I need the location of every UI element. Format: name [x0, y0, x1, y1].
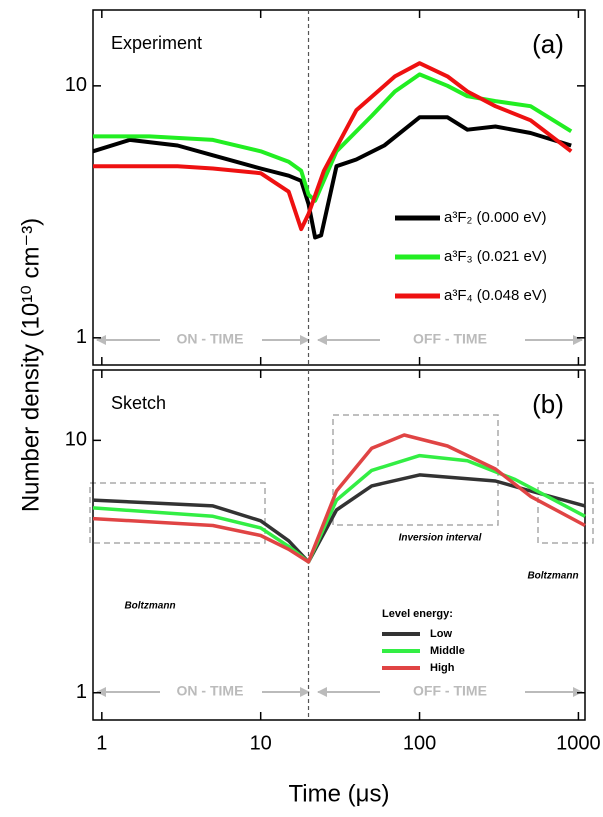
x-tick-label: 100	[403, 732, 436, 754]
legend-label: Low	[430, 628, 452, 640]
y-tick-label: 1	[76, 681, 87, 703]
legend-title: Level energy:	[382, 608, 453, 620]
x-tick-label: 1000	[556, 732, 601, 754]
panel-label: (a)	[532, 29, 564, 59]
legend-label: a³F₃ (0.021 eV)	[444, 248, 547, 265]
plot-frame	[92, 9, 586, 366]
legend-label: a³F₂ (0.000 eV)	[444, 209, 547, 226]
panel-title: Sketch	[111, 393, 166, 413]
data-line	[92, 433, 586, 564]
legend-label: Middle	[430, 645, 465, 657]
annotation: Boltzmann	[124, 601, 175, 612]
data-line	[93, 61, 573, 232]
legend-label: High	[430, 662, 455, 674]
data-line	[92, 115, 572, 240]
plot-frame	[92, 369, 586, 721]
annotation: ON - TIME	[177, 331, 244, 347]
time-arrows	[96, 335, 583, 697]
annotation: OFF - TIME	[413, 683, 487, 699]
annotation: OFF - TIME	[413, 331, 487, 347]
annotation: Boltzmann	[527, 571, 578, 582]
y-axis-label: Number density (10¹⁰ cm⁻³)	[17, 218, 44, 512]
data-line	[92, 473, 586, 564]
x-tick-label: 10	[250, 732, 272, 754]
x-tick-label: 1	[96, 732, 107, 754]
y-tick-label: 10	[65, 74, 87, 96]
y-tick-label: 10	[65, 429, 87, 451]
panel-label: (b)	[532, 389, 564, 419]
annotation: ON - TIME	[177, 683, 244, 699]
data-line	[92, 453, 586, 564]
annotation: Inversion interval	[399, 533, 482, 544]
legend-label: a³F₄ (0.048 eV)	[444, 287, 547, 304]
panel-title: Experiment	[111, 33, 202, 53]
x-axis-label: Time (μs)	[289, 780, 390, 807]
y-tick-label: 1	[76, 326, 87, 348]
